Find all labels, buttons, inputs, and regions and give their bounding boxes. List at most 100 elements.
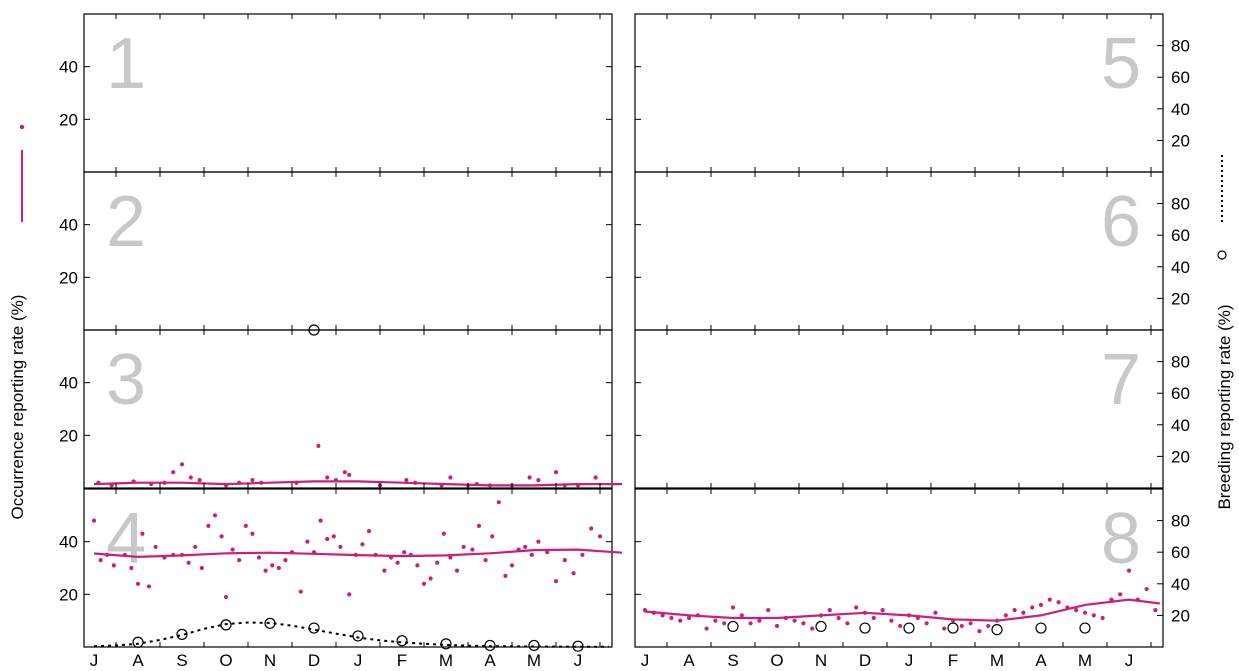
occurrence-point [476, 523, 482, 528]
occurrence-point [342, 470, 347, 475]
occurrence-point [503, 573, 508, 579]
occurrence-point [589, 526, 594, 531]
panel-8: 8 [634, 488, 1164, 648]
occurrence-point [880, 608, 885, 613]
legend-occurrence-point [19, 124, 25, 130]
month-label: O [219, 651, 232, 670]
occurrence-point [347, 592, 352, 597]
occurrence-point [441, 531, 446, 536]
occurrence-point [730, 605, 736, 610]
month-label: N [264, 651, 276, 670]
occurrence-point [1030, 605, 1035, 610]
panels-layer: 1 2 3 4 5 6 7 8 [83, 13, 1164, 652]
month-label: A [132, 651, 144, 670]
axes-layer: 20 40 20 40 20 40 20 40 J A S O N D J F M A M J 20 40 60 80 20 40… [59, 14, 1190, 670]
occurrence-point [959, 623, 964, 629]
occurrence-line [93, 548, 623, 559]
occurrence-point [713, 618, 718, 623]
occurrence-point [986, 623, 991, 629]
occurrence-point [1082, 610, 1088, 615]
occurrence-point [91, 518, 97, 523]
month-label: M [990, 651, 1004, 670]
month-label: A [683, 651, 695, 670]
panel-3: 3 [83, 324, 622, 489]
legend-layer [19, 124, 1227, 260]
y-tick-label: 20 [1171, 606, 1190, 625]
occurrence-point [1003, 613, 1008, 618]
month-label: D [308, 651, 320, 670]
occurrence-point [571, 571, 576, 576]
occurrence-point [186, 560, 191, 565]
occurrence-point [529, 552, 534, 557]
occurrence-point [318, 518, 323, 523]
occurrence-point [305, 539, 310, 544]
month-label: S [176, 651, 187, 670]
occurrence-point [871, 615, 876, 621]
occurrence-point [448, 475, 453, 480]
breeding-point [396, 635, 408, 647]
breeding-point [220, 619, 232, 631]
occurrence-point [404, 478, 409, 483]
occurrence-point [421, 581, 427, 586]
panel-number: 6 [1101, 182, 1141, 262]
breeding-point [308, 324, 320, 336]
y-tick-label: 40 [1171, 575, 1190, 594]
breeding-point [1035, 622, 1047, 634]
panel-number: 5 [1101, 24, 1141, 104]
month-label: N [815, 651, 827, 670]
y-tick-label: 20 [59, 110, 78, 129]
occurrence-point [1074, 608, 1079, 613]
occurrence-point [536, 539, 541, 544]
occurrence-point [237, 558, 242, 563]
occurrence-point [212, 513, 218, 518]
occurrence-point [1118, 592, 1123, 597]
occurrence-point [263, 568, 268, 573]
month-label: J [905, 651, 914, 670]
occurrence-point [243, 523, 248, 528]
breeding-point [1079, 622, 1091, 634]
occurrence-point [523, 544, 528, 550]
month-label: F [397, 651, 407, 670]
y-tick-label: 80 [1171, 37, 1190, 56]
occurrence-point [678, 618, 683, 623]
occurrence-point [206, 523, 211, 528]
occurrence-point [1144, 586, 1149, 592]
occurrence-point [669, 615, 674, 621]
occurrence-point [470, 547, 475, 552]
occurrence-point [527, 475, 532, 480]
breeding-point [308, 622, 320, 634]
occurrence-point [827, 608, 832, 613]
panel-2: 2 [83, 171, 613, 331]
occurrence-point [810, 626, 815, 631]
panel-7: 7 [634, 329, 1164, 489]
occurrence-point [428, 576, 433, 581]
occurrence-point [483, 558, 488, 563]
occurrence-point [325, 536, 330, 542]
month-label: S [727, 651, 738, 670]
occurrence-point [347, 472, 352, 477]
y-tick-label: 60 [1171, 68, 1190, 87]
breeding-point [991, 624, 1003, 636]
y-tick-label: 60 [1171, 543, 1190, 562]
occurrence-point [135, 581, 141, 586]
month-label: O [770, 651, 783, 670]
y-tick-label: 20 [1171, 447, 1190, 466]
occurrence-point [415, 563, 420, 568]
month-label: J [1125, 651, 1134, 670]
panel-5: 5 [634, 13, 1164, 173]
breeding-point [727, 620, 739, 633]
panel-number: 7 [1101, 340, 1141, 420]
occurrence-point [153, 544, 158, 550]
month-label: D [859, 651, 871, 670]
month-label: F [948, 651, 958, 670]
occurrence-point [924, 621, 929, 626]
y-tick-label: 80 [1171, 353, 1190, 372]
y-tick-label: 80 [1171, 512, 1190, 531]
y-tick-label: 60 [1171, 226, 1190, 245]
occurrence-point [597, 534, 603, 539]
left-axis-title: Occurrence reporting rate (%) [8, 295, 27, 520]
panel-number: 4 [106, 499, 146, 579]
y-tick-label: 40 [59, 374, 78, 393]
breeding-point [947, 622, 959, 634]
occurrence-line [93, 480, 622, 487]
